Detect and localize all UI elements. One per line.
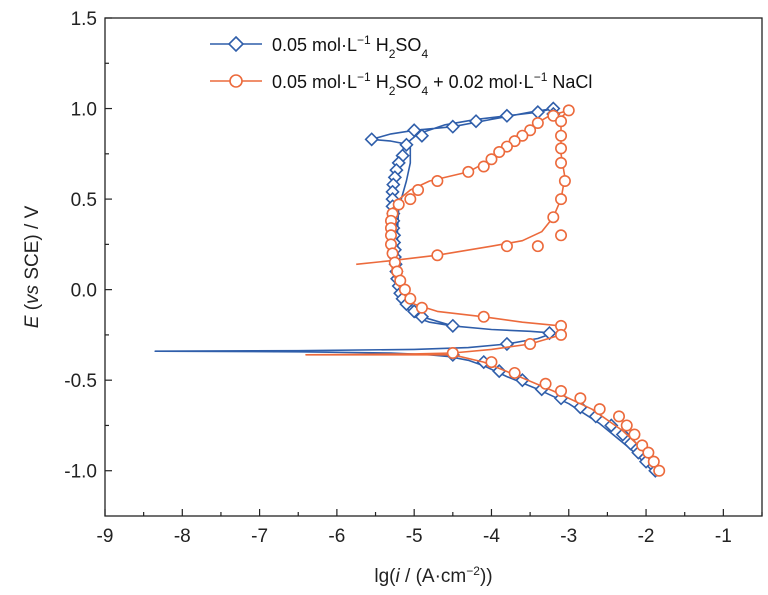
x-tick-label: -7 <box>251 526 268 547</box>
legend: 0.05 mol·L−1 H2SO4 0.05 mol·L−1 H2SO4 + 0… <box>210 33 592 98</box>
y-tick-label: 1.5 <box>71 9 97 30</box>
data-point-circle <box>555 229 568 242</box>
data-point-circle <box>485 356 498 369</box>
data-point-circle <box>394 274 407 287</box>
data-point-circle <box>555 156 568 169</box>
data-point-diamond <box>414 309 430 324</box>
y-tick-label: 0.0 <box>71 281 97 302</box>
data-point-circle <box>500 240 513 253</box>
data-point-circle <box>477 160 490 173</box>
data-point-circle <box>531 117 544 130</box>
data-point-circle <box>620 419 633 432</box>
data-point-circle <box>524 337 537 350</box>
data-point-circle <box>539 377 552 390</box>
data-point-circle <box>531 240 544 253</box>
y-tick-label: 1.0 <box>71 100 97 121</box>
data-point-circle <box>628 428 641 441</box>
data-point-circle <box>398 283 411 296</box>
y-tick-label: -1.0 <box>64 462 97 483</box>
data-point-circle <box>493 146 506 159</box>
data-point-circle <box>404 292 417 305</box>
data-point-circle <box>412 184 425 197</box>
data-point-diamond <box>530 105 545 120</box>
data-point-circle <box>431 174 444 187</box>
y-tick-label: 0.5 <box>71 190 97 211</box>
x-tick-label: -1 <box>715 526 732 547</box>
data-point-circle <box>555 129 568 142</box>
data-point-circle <box>642 446 655 459</box>
plot-area <box>104 17 763 517</box>
x-tick-label: -9 <box>97 526 114 547</box>
data-point-circle <box>613 410 626 423</box>
y-tick-label: -0.5 <box>64 371 97 392</box>
data-point-circle <box>431 249 444 262</box>
data-point-diamond <box>445 318 460 333</box>
x-tick-label: -2 <box>638 526 655 547</box>
data-point-circle <box>462 165 475 178</box>
data-point-circle <box>574 392 587 405</box>
data-point-circle <box>562 104 575 117</box>
data-point-circle <box>485 153 498 166</box>
x-tick-label: -5 <box>406 526 423 547</box>
x-tick-label: -8 <box>174 526 191 547</box>
legend-label: 0.05 mol·L−1 H2SO4 + 0.02 mol·L−1 NaCl <box>272 70 592 98</box>
data-point-circle <box>404 193 417 206</box>
data-point-circle <box>653 464 666 477</box>
legend-marker <box>229 74 243 88</box>
data-point-circle <box>446 347 459 360</box>
data-point-circle <box>477 310 490 323</box>
data-point-circle <box>392 198 405 211</box>
data-point-diamond <box>468 114 484 129</box>
data-point-diamond <box>604 418 619 433</box>
data-point-diamond <box>407 123 422 138</box>
x-tick-label: -3 <box>560 526 577 547</box>
data-point-circle <box>555 115 568 128</box>
x-axis-label: lg(i / (A·cm−2)) <box>374 564 492 587</box>
data-point-circle <box>555 328 568 341</box>
data-point-circle <box>547 211 560 224</box>
data-point-circle <box>555 385 568 398</box>
data-point-diamond <box>399 137 414 152</box>
data-point-circle <box>508 366 521 379</box>
data-point-circle <box>555 142 568 155</box>
data-point-diamond <box>364 132 379 147</box>
data-point-diamond <box>445 119 460 134</box>
data-point-diamond <box>499 108 515 123</box>
legend-marker <box>227 35 245 53</box>
plot-frame <box>104 17 763 517</box>
series-layer <box>154 101 666 478</box>
data-point-diamond <box>615 427 631 442</box>
data-point-circle <box>555 193 568 206</box>
data-point-circle <box>593 403 606 416</box>
x-tick-label: -6 <box>328 526 345 547</box>
data-point-diamond <box>492 363 507 379</box>
y-axis-label: E (vs SCE) / V <box>22 205 43 328</box>
legend-label: 0.05 mol·L−1 H2SO4 <box>272 33 428 61</box>
legend-item-2: 0.05 mol·L−1 H2SO4 + 0.02 mol·L−1 NaCl <box>210 70 592 98</box>
series-2 <box>305 104 666 477</box>
legend-item-1: 0.05 mol·L−1 H2SO4 <box>210 33 428 61</box>
axis-ticks: -9 -8 -7 -6 -5 -4 -3 -2 -1 1.5 1.0 0.5 0.0 -0.5 -1.0 <box>64 9 763 547</box>
data-point-circle <box>647 455 660 468</box>
data-point-circle <box>558 174 571 187</box>
data-point-circle <box>415 301 428 314</box>
x-tick-label: -4 <box>483 526 500 547</box>
data-point-diamond <box>414 128 430 143</box>
